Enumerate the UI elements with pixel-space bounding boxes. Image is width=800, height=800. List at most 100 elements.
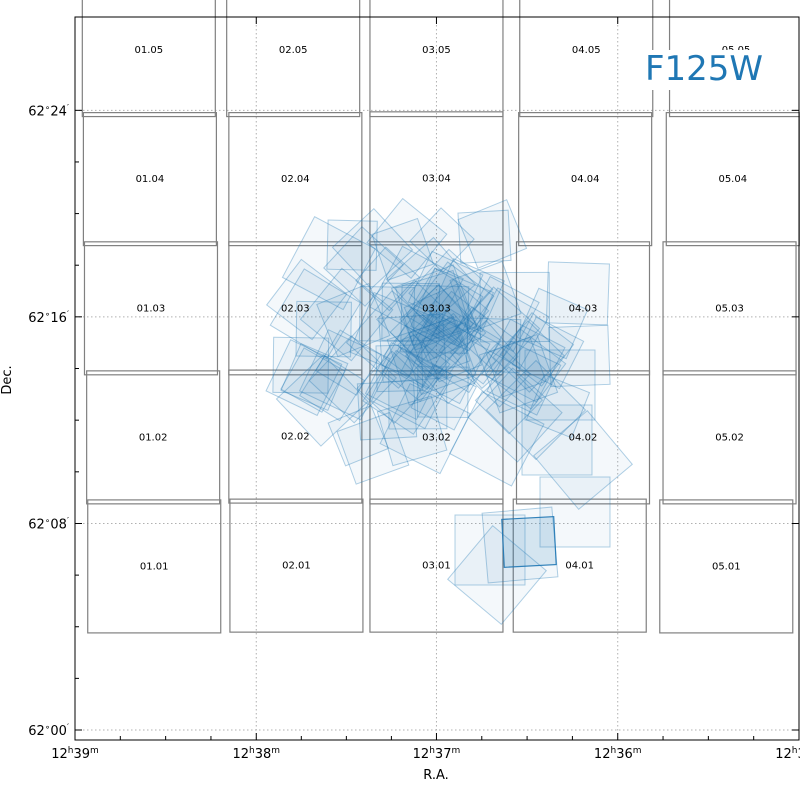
exposure-footprint [457,209,512,264]
exposure-footprint [295,300,352,358]
tile-outline [228,241,363,376]
exposure-footprint [410,364,477,431]
exposure-footprint [422,290,489,357]
tile-label: 05.01 [712,561,741,572]
exposure-footprint [299,267,394,362]
exposure-footprint [269,268,362,360]
exposure-footprint [467,367,563,463]
exposure-footprint [382,333,451,403]
exposure-footprint [463,275,540,353]
exposure-footprint [524,349,596,421]
exposure-footprint [485,336,547,398]
exposure-footprint [548,324,611,388]
tile-outline [82,112,217,247]
exposure-footprint [438,306,517,385]
exposure-footprint [457,199,528,269]
tile-label: 05.02 [715,432,744,443]
tile-label: 04.01 [565,561,594,572]
plot-frame [74,16,800,741]
exposure-footprint [370,346,454,430]
exposure-footprint [280,347,346,413]
tile-outline [369,370,504,505]
tile-label: 03.02 [422,432,451,443]
exposure-footprint [381,324,446,389]
x-tick-label: 12h36m [594,746,642,762]
exposure-footprint [356,350,430,425]
exposure-footprint [379,382,471,475]
exposure-footprint [399,284,474,359]
exposure-footprint [396,312,463,379]
exposure-footprint [539,476,611,548]
exposure-footprint [485,328,567,410]
tile-outline [228,112,363,247]
exposure-footprint [265,258,348,341]
exposure-footprint [385,236,477,328]
tile-outline [86,370,221,505]
exposure-footprint [280,342,349,412]
plot-area [75,17,799,740]
x-tick-label: 12h38m [232,746,280,762]
tile-label: 03.03 [422,303,451,314]
tile-label: 03.05 [422,45,451,56]
tile-outline [81,0,216,118]
exposure-footprint [388,370,448,430]
exposure-footprint [358,285,416,343]
exposure-footprint [364,341,444,421]
exposure-footprint [378,313,448,383]
tile-outline [87,499,222,634]
tile-outline [369,0,504,118]
y-tick-label: 62∘00′ [28,723,69,739]
tile-outline [369,111,504,246]
exposure-footprints [265,197,634,626]
tile-outline [662,370,797,505]
tile-label: 02.05 [279,45,308,56]
exposure-footprint [362,349,448,435]
exposure-footprint [412,261,495,344]
exposure-footprint [331,207,414,290]
tile-label: 02.04 [281,174,310,185]
tile-label: 02.03 [281,303,310,314]
exposure-footprint [355,246,421,312]
exposure-footprint [449,260,522,334]
tile-label: 03.04 [422,173,451,184]
exposure-footprint [486,340,562,416]
exposure-footprint [449,319,519,390]
exposure-footprint [405,309,474,379]
tile-outline [659,499,794,634]
exposure-footprint [315,329,382,396]
tile-label: 01.04 [136,174,165,185]
x-tick-label: 12h37m [413,746,461,762]
exposure-footprint [468,287,550,369]
y-tick-label: 62∘24′ [28,103,69,119]
tile-outline [662,241,797,376]
exposure-footprint [401,319,477,396]
exposure-footprint [532,409,634,511]
exposure-footprint [430,257,506,333]
tile-outline [369,498,504,633]
tile-label: 04.02 [569,432,598,443]
exposure-footprint [326,219,378,271]
tile-label: 03.01 [422,561,451,572]
exposure-footprint [382,311,461,391]
tile-label: 04.03 [569,303,598,314]
tile-outline [515,370,651,505]
highlighted-footprint [501,516,557,568]
exposure-footprint [299,354,366,422]
exposure-footprint [308,335,398,424]
title-background [640,50,765,90]
y-tick-label: 62∘16′ [28,310,69,326]
exposure-footprint [404,312,497,405]
exposure-footprint [454,514,526,586]
exposure-footprint [492,320,566,393]
exposure-footprint [394,269,471,346]
x-tick-label: 12h35m [775,746,800,762]
exposure-footprint [479,271,551,343]
exposure-footprint [416,307,502,394]
exposure-footprint [281,215,377,311]
exposure-footprint [465,342,531,408]
exposure-footprint [481,318,566,403]
exposure-footprint [474,366,544,435]
exposure-footprint [323,225,404,307]
x-tick-label: 12h39m [51,746,99,762]
